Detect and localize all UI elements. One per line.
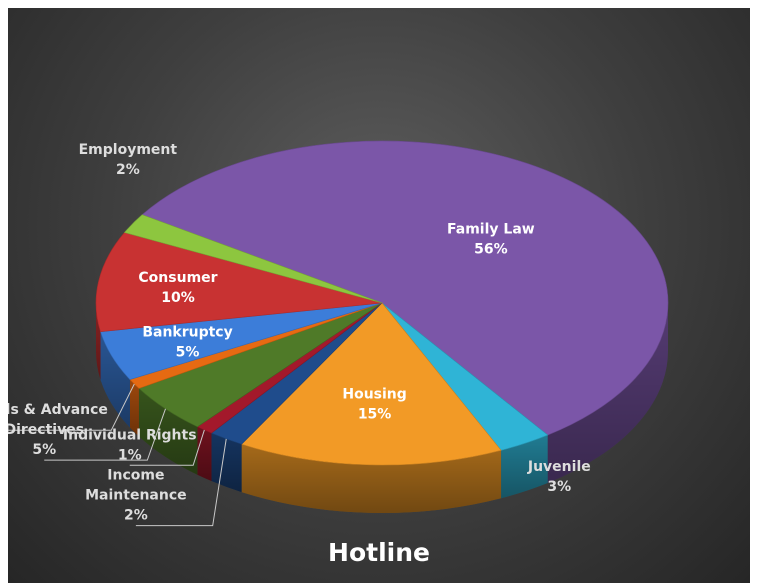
pie-side-shade — [211, 433, 242, 493]
pie-side-shade — [138, 388, 198, 475]
data-label-wills-advance-directives-label: Wills & Advance — [8, 402, 108, 418]
data-label-income-maintenance-label: Maintenance — [85, 488, 187, 504]
data-label-consumer-value: 10% — [161, 290, 195, 306]
leader-line-income-maintenance — [135, 438, 227, 527]
data-label-wills-advance-directives-label: Directives — [8, 422, 84, 438]
data-label-individual-rights-label: Individual Rights — [63, 427, 197, 443]
data-label-employment-value: 2% — [116, 162, 140, 178]
data-label-juvenile-value: 3% — [547, 479, 571, 495]
leader-line-individual-rights — [129, 429, 205, 466]
chart-title: Hotline — [328, 538, 430, 567]
data-label-housing-label: Housing — [342, 386, 406, 402]
pie-slice-employment — [123, 214, 383, 304]
data-label-bankruptcy-label: Bankruptcy — [142, 324, 232, 340]
pie-side-shade — [129, 379, 139, 437]
leader-line-other — [8, 383, 135, 431]
pie-chart: Family Law 56% Juvenile 3% Housing 15% Income M… — [8, 140, 669, 527]
pie-slice-housing — [241, 302, 502, 466]
data-label-income-maintenance-label: Income — [107, 468, 164, 484]
pie-side-shade — [197, 426, 212, 482]
data-label-wills-advance-directives-value: 5% — [32, 442, 56, 458]
data-label-family-law-label: Family Law — [447, 222, 535, 238]
data-label-bankruptcy-value: 5% — [176, 344, 200, 360]
pie-side-shade — [100, 331, 130, 428]
data-label-family-law-value: 56% — [474, 242, 508, 258]
leader-line-wills-advance-directives — [44, 408, 166, 461]
data-label-housing-value: 15% — [358, 406, 392, 422]
pie-side-shade — [547, 303, 668, 484]
data-label-consumer-label: Consumer — [138, 270, 217, 286]
chart-panel: Family Law 56% Juvenile 3% Housing 15% Income M… — [8, 8, 750, 583]
data-label-employment-label: Employment — [79, 142, 178, 158]
pie-side-shade — [241, 444, 502, 513]
pie-side-shade — [501, 435, 548, 499]
data-label-income-maintenance-value: 2% — [124, 508, 148, 524]
data-label-juvenile-label: Juvenile — [527, 459, 591, 475]
pie-slice-family-law — [141, 140, 669, 436]
pie-slice-consumer — [95, 232, 383, 333]
data-label-individual-rights-value: 1% — [118, 447, 142, 463]
pie-side-shade — [96, 303, 101, 380]
